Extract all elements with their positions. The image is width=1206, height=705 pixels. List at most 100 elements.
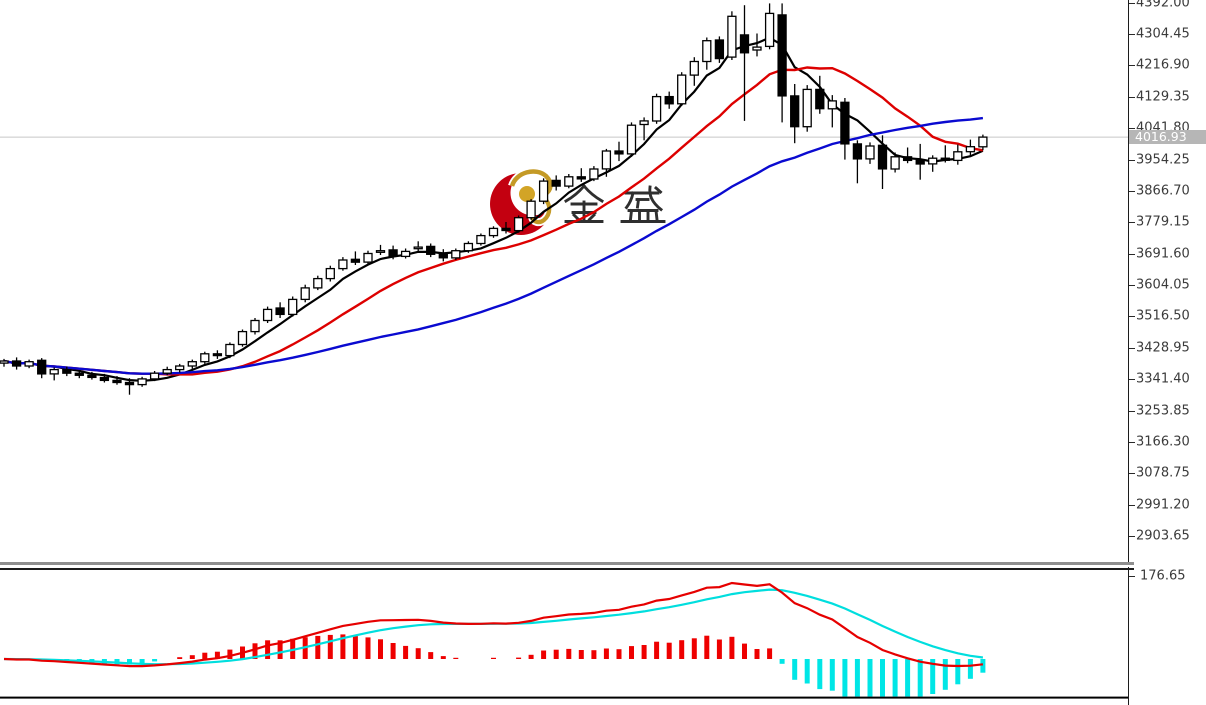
candlestick (614, 150, 624, 155)
candlestick (124, 381, 135, 386)
candlestick (350, 258, 361, 263)
candlestick (363, 252, 373, 263)
candlestick (877, 144, 888, 170)
candlestick (538, 180, 549, 202)
gold-swirl-icon (509, 169, 553, 197)
candlestick (413, 246, 423, 250)
candlestick (37, 359, 47, 375)
candlestick (965, 146, 976, 153)
candlestick (162, 368, 172, 374)
candlestick (564, 176, 574, 187)
candlestick (790, 95, 800, 128)
price-axis-tick (1129, 96, 1135, 98)
candlestick (576, 176, 586, 180)
price-axis-label: 3954.25 (1136, 152, 1190, 168)
price-axis-label: 3078.75 (1136, 465, 1190, 481)
candlestick (940, 157, 950, 161)
candlestick (815, 88, 825, 110)
price-axis-tick (1129, 253, 1135, 255)
macd-lines (3, 581, 984, 668)
price-chart-panel[interactable]: 金 盛 (0, 0, 1128, 562)
price-axis-label: 4129.35 (1136, 89, 1190, 105)
candlestick (250, 319, 260, 333)
price-axis-label: 3428.95 (1136, 340, 1190, 356)
price-axis-tick (1129, 2, 1135, 4)
candlestick (451, 250, 461, 259)
candlestick (752, 46, 762, 51)
macd-dif-line (3, 581, 984, 668)
price-axis-label: 3866.70 (1136, 183, 1190, 199)
candlestick (777, 14, 787, 97)
candlestick (902, 156, 913, 162)
indicator-axis-tick (1129, 576, 1135, 577)
price-axis-tick (1129, 347, 1135, 349)
candlestick (702, 40, 712, 63)
candlestick (651, 95, 662, 122)
candlestick (375, 250, 386, 253)
indicator-scale-label: 176.65 (1140, 568, 1186, 584)
watermark-text (564, 183, 666, 223)
candlestick (890, 156, 900, 170)
candlestick (313, 277, 323, 289)
price-axis-tick (1129, 222, 1135, 224)
candlestick (689, 60, 699, 76)
price-axis-tick (1129, 316, 1135, 318)
candlestick (513, 217, 524, 232)
candlestick (262, 308, 273, 322)
candlestick (915, 159, 925, 165)
price-axis-tick (1129, 128, 1135, 130)
price-axis-tick (1129, 504, 1135, 506)
price-axis-label: 3166.30 (1136, 434, 1190, 450)
ma-slow-line (3, 116, 984, 375)
gold-ball-icon (519, 186, 535, 202)
price-axis-tick (1129, 34, 1135, 36)
candlestick (463, 242, 474, 252)
candlestick (288, 298, 298, 316)
candlestick (149, 372, 160, 380)
price-axis-label: 4392.00 (1136, 0, 1190, 11)
candlestick (137, 378, 147, 386)
candlestick (438, 253, 448, 259)
candlestick (601, 150, 612, 170)
candlestick (928, 157, 938, 165)
candlestick (639, 120, 649, 126)
price-axis-tick (1129, 285, 1135, 286)
price-axis-tick (1129, 410, 1135, 412)
candlestick (764, 12, 775, 48)
candlestick (275, 307, 285, 316)
price-axis-tick (1129, 441, 1135, 443)
panel-splitter[interactable] (0, 562, 1134, 570)
candlestick (325, 267, 335, 280)
candlestick (187, 361, 197, 367)
candlestick (664, 95, 674, 105)
price-axis-label: 3779.15 (1136, 214, 1190, 230)
price-axis-label: 4216.90 (1136, 57, 1190, 73)
candlestick (24, 361, 34, 367)
price-axis-label: 3691.60 (1136, 246, 1190, 262)
indicator-axis-line (1128, 567, 1129, 705)
candlestick (87, 374, 97, 379)
candlestick (865, 145, 875, 160)
price-axis-tick (1129, 65, 1135, 67)
candlestick (112, 379, 122, 384)
candlestick (175, 365, 185, 371)
candlestick (400, 250, 411, 258)
price-axis-tick (1129, 379, 1135, 381)
candlestick (200, 353, 210, 363)
macd-dea-line (3, 588, 984, 666)
candlestick (488, 227, 499, 237)
candlestick (677, 74, 687, 105)
price-axis-line (1128, 0, 1129, 562)
macd-panel[interactable] (0, 570, 1128, 705)
candlestick (827, 100, 837, 110)
candlestick (840, 101, 850, 145)
ma-mid-line (3, 66, 984, 376)
price-axis-tick (1129, 473, 1135, 475)
price-axis-label: 3341.40 (1136, 371, 1190, 387)
candlestick (388, 249, 398, 257)
price-axis-label: 3253.85 (1136, 403, 1190, 418)
current-price-tag: 4016.93 (1129, 130, 1206, 145)
candlestick (300, 287, 310, 301)
price-axis-tick (1129, 159, 1135, 161)
candlestick (739, 34, 750, 54)
